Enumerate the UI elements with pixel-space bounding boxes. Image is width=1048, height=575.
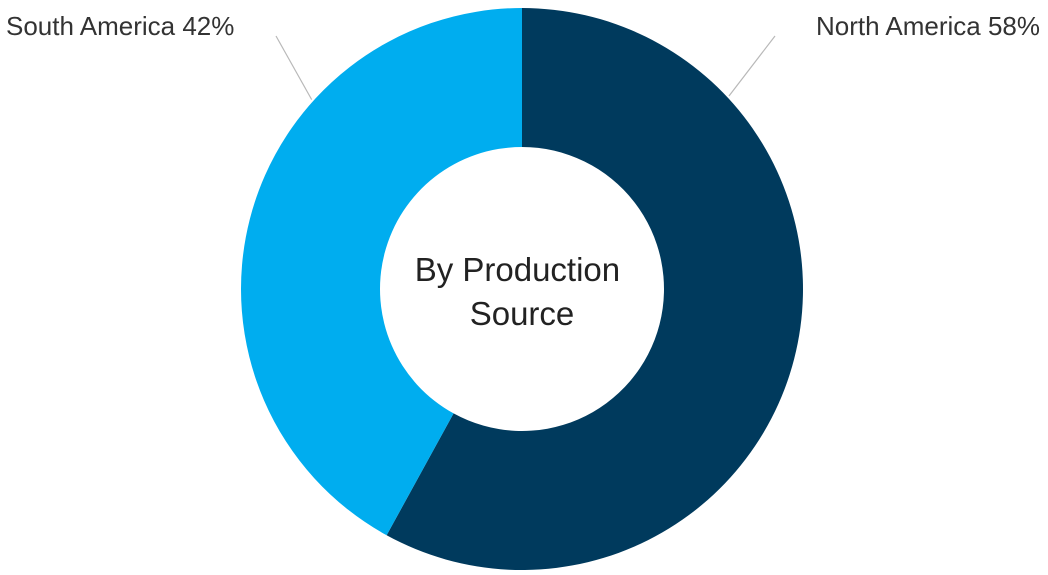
leader-line-north-america [728, 35, 776, 97]
data-label-north-america: North America 58% [816, 11, 1040, 41]
slice-north-america [386, 8, 804, 570]
center-label: By Production Source [415, 251, 630, 332]
slices-layer [241, 8, 804, 570]
data-label-south-america: South America 42% [6, 11, 234, 41]
slice-south-america [241, 8, 522, 536]
center-label-line-1: By Production [415, 251, 620, 288]
center-label-line-2: Source [470, 295, 575, 332]
data-labels-layer: North America 58% South America 42% [6, 11, 1040, 41]
leader-lines-layer [275, 35, 776, 100]
leader-line-south-america [275, 35, 313, 100]
